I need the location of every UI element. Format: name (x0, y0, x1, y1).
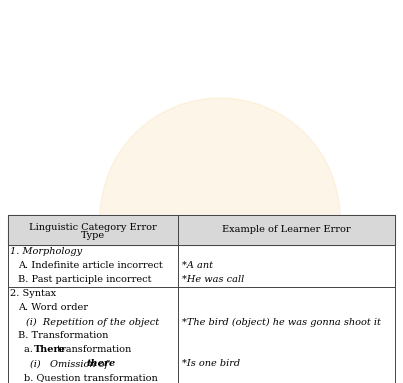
Text: A. Indefinite article incorrect: A. Indefinite article incorrect (18, 262, 163, 270)
Text: *The bird (object) he was gonna shoot it: *The bird (object) he was gonna shoot it (182, 318, 381, 327)
Text: A. Word order: A. Word order (18, 303, 88, 313)
Text: transformation: transformation (54, 345, 131, 355)
Text: Example of Learner Error: Example of Learner Error (222, 226, 351, 234)
Text: There: There (34, 345, 66, 355)
Bar (8, 215, 395, 383)
Bar (8, 215, 395, 245)
Text: b. Question transformation: b. Question transformation (24, 373, 158, 383)
Text: *A ant: *A ant (182, 262, 213, 270)
Text: B. Transformation: B. Transformation (18, 332, 108, 340)
Text: there: there (87, 360, 116, 368)
Text: 2. Syntax: 2. Syntax (10, 290, 56, 298)
Text: 1. Morphology: 1. Morphology (10, 247, 82, 257)
Text: Type: Type (81, 231, 105, 239)
Text: *He was call: *He was call (182, 275, 244, 285)
Text: a.: a. (24, 345, 39, 355)
Text: (i)  Repetition of the object: (i) Repetition of the object (26, 318, 159, 327)
Text: Linguistic Category Error: Linguistic Category Error (29, 223, 157, 231)
Circle shape (100, 98, 340, 338)
Text: B. Past participle incorrect: B. Past participle incorrect (18, 275, 152, 285)
Text: *Is one bird: *Is one bird (182, 360, 240, 368)
Text: (i)   Omission of: (i) Omission of (30, 359, 111, 368)
